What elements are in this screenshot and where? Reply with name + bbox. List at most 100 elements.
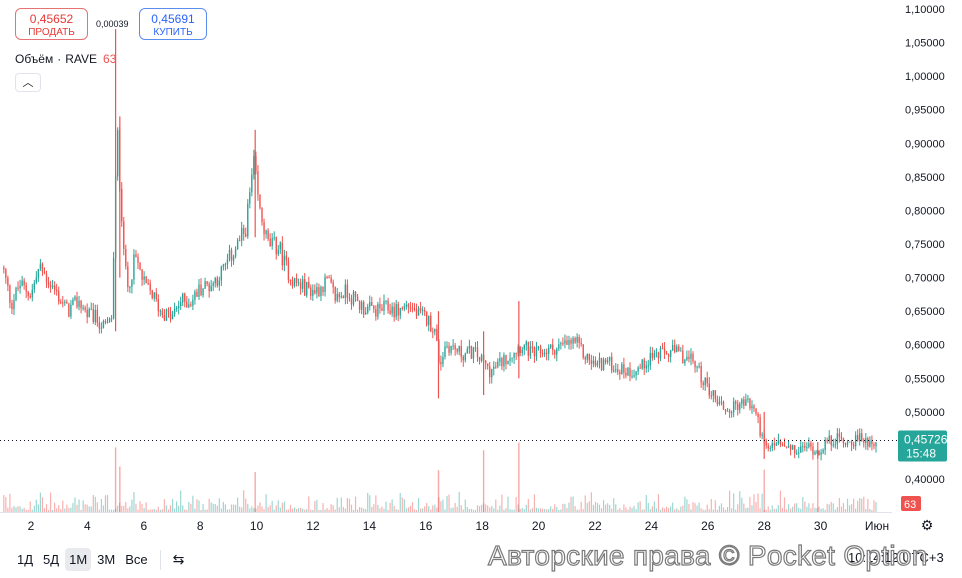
volume-bar [600, 508, 603, 512]
volume-bar [592, 504, 594, 512]
candle-body [495, 366, 497, 368]
volume-bar [88, 506, 90, 512]
volume-bar [716, 509, 719, 512]
volume-bar [310, 509, 312, 512]
candle-body [568, 339, 570, 345]
x-tick-label: 18 [476, 519, 490, 533]
volume-bar [735, 509, 737, 512]
candle-body [423, 310, 426, 312]
candle-body [265, 230, 267, 235]
candle-body [328, 276, 330, 278]
candle-body [232, 256, 235, 261]
volume-bar [100, 499, 103, 512]
candle-body [43, 272, 46, 274]
collapse-legend-button[interactable]: ︿ [15, 73, 41, 92]
candle-body [419, 308, 422, 311]
volume-bar [751, 505, 753, 512]
candle-body [844, 443, 847, 445]
candle-body [440, 361, 442, 365]
x-tick-label: 16 [419, 519, 433, 533]
volume-tag-bg [901, 496, 921, 511]
y-tick-label: 0,55000 [905, 373, 945, 385]
candle-body [647, 365, 649, 367]
candle-body [295, 278, 298, 283]
volume-bar [749, 497, 751, 512]
candle-body [86, 309, 88, 318]
candle-body [102, 320, 105, 328]
candle-body [31, 289, 33, 298]
volume-bar [62, 500, 64, 512]
range-button-5d[interactable]: 5Д [43, 552, 60, 567]
volume-bar [37, 504, 39, 512]
candle-body [633, 375, 635, 377]
candle-body [676, 346, 678, 353]
volume-bar [840, 506, 843, 512]
volume-bar [261, 506, 263, 512]
y-tick-label: 0,80000 [905, 205, 945, 217]
legend-separator: · [57, 52, 62, 66]
candle-body [554, 350, 556, 355]
volume-bar [108, 509, 111, 512]
candle-body [163, 315, 166, 321]
candle-body [112, 257, 115, 319]
volume-bar [855, 508, 857, 512]
candle-body [661, 348, 664, 350]
range-button-all[interactable]: Все [125, 552, 148, 567]
volume-bar [602, 500, 605, 512]
range-button-1m[interactable]: 1М [65, 548, 92, 571]
candle-body [635, 371, 637, 376]
volume-bar [196, 499, 198, 512]
candle-body [806, 447, 808, 449]
volume-bar [604, 504, 607, 512]
volume-bar [521, 507, 523, 512]
candle-body [694, 361, 696, 368]
candle-body [338, 293, 340, 298]
candle-body [789, 445, 792, 450]
volume-bar [535, 507, 538, 512]
volume-bar [680, 506, 682, 512]
candle-body [330, 277, 332, 283]
sell-button[interactable]: 0,45652 ПРОДАТЬ [15, 8, 88, 40]
y-tick-label: 0,65000 [905, 306, 945, 318]
y-tick-label: 0,75000 [905, 239, 945, 251]
volume-bar [714, 500, 716, 512]
volume-bar [393, 506, 395, 512]
volume-bar [352, 509, 355, 512]
candle-body [856, 435, 859, 441]
candle-body [84, 307, 86, 310]
volume-bar [501, 494, 503, 512]
volume-bar [480, 504, 483, 512]
x-tick-label: 8 [197, 519, 204, 533]
candle-body [407, 304, 410, 308]
candle-body [15, 287, 17, 301]
candle-body [669, 350, 672, 357]
candle-body [182, 293, 184, 303]
candle-body [216, 278, 218, 286]
volume-bar [387, 509, 389, 512]
buy-button[interactable]: 0,45691 КУПИТЬ [139, 8, 207, 40]
volume-bar [271, 500, 273, 512]
candle-body [623, 364, 625, 373]
settings-icon[interactable]: ⚙ [920, 517, 934, 533]
volume-bar [237, 497, 239, 512]
volume-bar [241, 507, 243, 512]
candle-body [377, 303, 379, 317]
candle-body [509, 358, 511, 361]
volume-bar [875, 502, 877, 512]
candle-body [737, 403, 739, 410]
volume-bar [777, 505, 779, 512]
volume-bar [255, 508, 257, 512]
range-button-3m[interactable]: 3М [97, 552, 116, 567]
candle-body [39, 263, 42, 270]
candle-body [403, 306, 406, 309]
volume-bar [523, 509, 525, 512]
volume-bar [133, 491, 135, 512]
volume-bar [330, 504, 332, 512]
volume-bar [389, 502, 391, 512]
candle-body [850, 441, 853, 445]
calendar-range-icon[interactable]: ⇆ [172, 551, 185, 567]
range-button-1d[interactable]: 1Д [17, 552, 34, 567]
price-axis: 1,10000 1,05000 1,00000 0,95000 0,90000 0,850… [905, 4, 945, 486]
candle-body [541, 353, 544, 355]
